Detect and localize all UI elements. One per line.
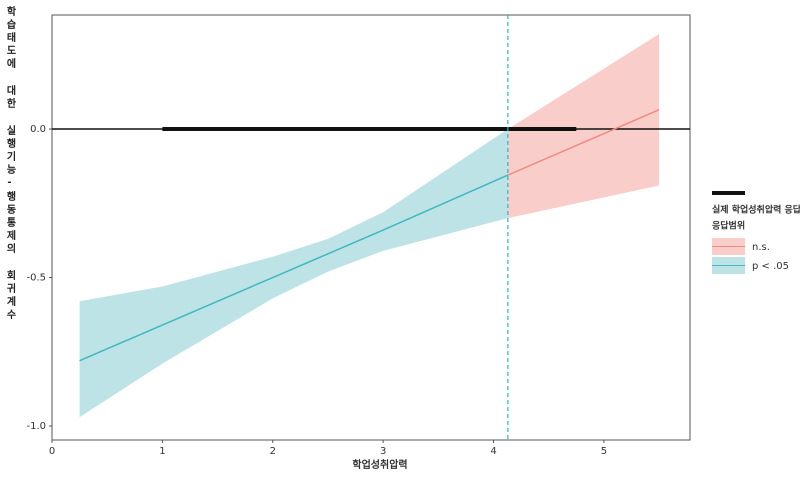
x-tick-label: 1: [159, 446, 165, 457]
legend-label: p < .05: [752, 261, 789, 272]
x-tick-label: 4: [490, 446, 496, 457]
legend-title: 응답범위: [712, 220, 745, 232]
y-tick-label: -1.0: [26, 421, 46, 432]
legend-label: n.s.: [752, 242, 770, 253]
y-axis-label: 학습태도에 대한 실행기능-행동통제의 회귀계수: [4, 6, 15, 322]
y-tick-label: -0.5: [26, 273, 46, 284]
x-tick-label: 3: [380, 446, 386, 457]
plot-border: [51, 14, 691, 441]
x-tick-label: 0: [49, 446, 55, 457]
x-tick-label: 5: [601, 446, 607, 457]
confidence-band: [79, 129, 508, 418]
slope-line: [507, 109, 660, 176]
slope-line: [79, 174, 509, 362]
x-axis-label: 학업성취압력: [352, 458, 407, 471]
confidence-band: [507, 34, 660, 219]
x-tick-label: 2: [270, 446, 276, 457]
legend-title: 실제 학업성취압력 응답범위: [712, 204, 800, 216]
y-tick-label: 0.0: [30, 124, 46, 135]
